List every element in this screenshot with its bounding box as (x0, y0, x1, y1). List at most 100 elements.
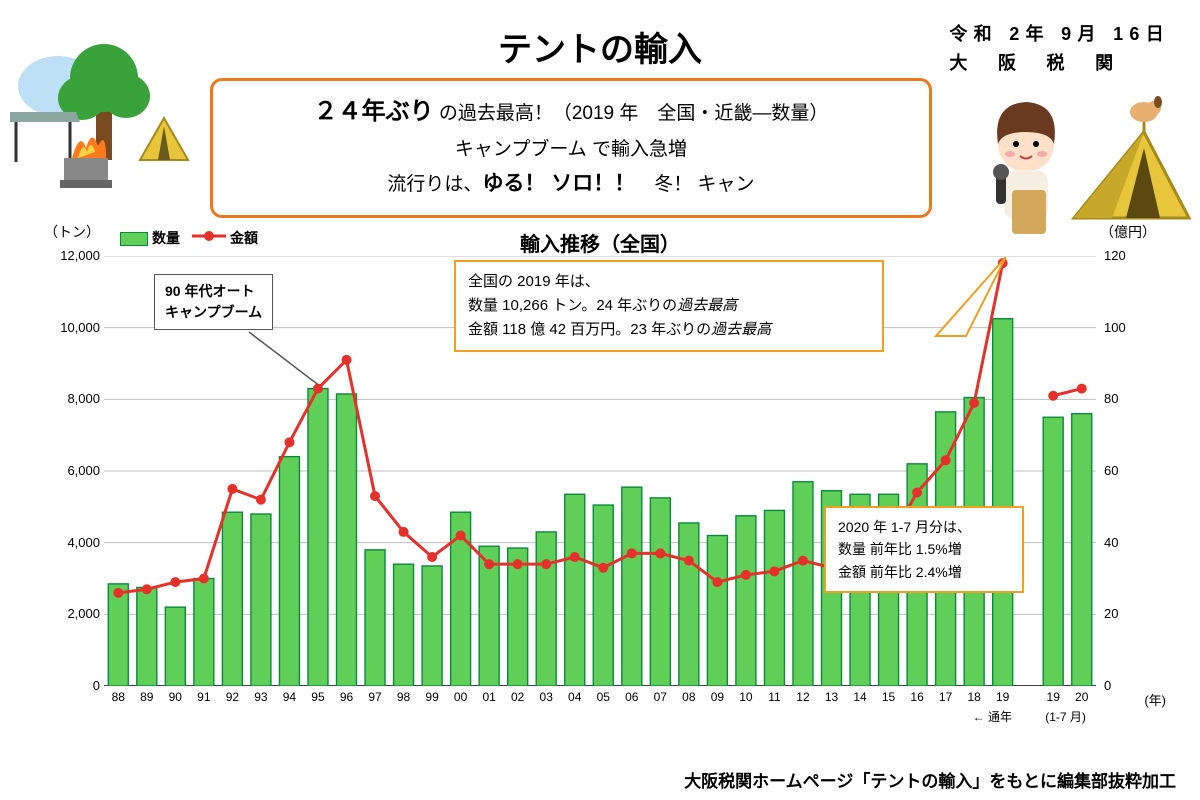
x-tick: 89 (140, 690, 153, 704)
bar (764, 510, 784, 686)
y-tick-left: 12,000 (44, 248, 100, 263)
x-tick: 14 (853, 690, 866, 704)
bar (593, 505, 613, 686)
camping-illustration-icon (10, 30, 220, 200)
date-block: 令和 2年 9月 16日 大 阪 税 関 (949, 20, 1170, 78)
bar (279, 457, 299, 686)
x-sub-full: ← 通年 (973, 708, 1012, 725)
line-marker (627, 548, 637, 558)
callout2-l2a: 数量 10,266 トン。24 年ぶりの (468, 297, 677, 314)
x-tick: 08 (682, 690, 695, 704)
x-tick: 88 (112, 690, 125, 704)
line-marker (456, 531, 466, 541)
line-marker (570, 552, 580, 562)
y-tick-left: 8,000 (44, 391, 100, 406)
bar (622, 487, 642, 686)
callout3-l2: 数量 前年比 1.5%増 (838, 538, 1010, 560)
x-tick: 10 (739, 690, 752, 704)
y-right-label: （億円） (1100, 222, 1156, 242)
y-axis-left: 02,0004,0006,0008,00010,00012,000 (44, 256, 100, 686)
summary-line-3: 流行りは、ゆる！ ソロ！！ 冬！ キャン (229, 166, 913, 203)
line-marker (912, 488, 922, 498)
line-marker (113, 588, 123, 598)
line-marker (969, 398, 979, 408)
x-tick: 97 (368, 690, 381, 704)
bar (679, 523, 699, 686)
callout2-l2: 数量 10,266 トン。24 年ぶりの過去最高 (468, 294, 870, 318)
line-marker (256, 495, 266, 505)
x-tick: 18 (967, 690, 980, 704)
x-tick: 19 (1047, 690, 1060, 704)
legend-bar-swatch-icon (120, 232, 148, 246)
legend-line: 金額 (192, 228, 258, 248)
x-tick: 04 (568, 690, 581, 704)
bar (422, 566, 442, 686)
x-tick: 98 (397, 690, 410, 704)
x-tick: 95 (311, 690, 324, 704)
bar (1072, 414, 1092, 686)
y-tick-right: 60 (1104, 463, 1156, 478)
callout-2020-partial: 2020 年 1-7 月分は、 数量 前年比 1.5%増 金額 前年比 2.4%… (824, 506, 1024, 593)
y-left-label: （トン） (44, 222, 100, 242)
page-title: テントの輸入 (498, 22, 702, 71)
line-marker (227, 484, 237, 494)
y-tick-right: 40 (1104, 535, 1156, 550)
x-tick: 09 (711, 690, 724, 704)
line-marker (284, 437, 294, 447)
line-marker (513, 559, 523, 569)
callout1-l2: キャンプブーム (165, 302, 262, 323)
y-tick-right: 20 (1104, 606, 1156, 621)
y-axis-right: 020406080100120 (1104, 256, 1156, 686)
bar (137, 587, 157, 686)
x-tick: 17 (939, 690, 952, 704)
bar (793, 482, 813, 686)
callout3-l3: 金額 前年比 2.4%増 (838, 561, 1010, 583)
x-tick: 94 (283, 690, 296, 704)
bar (736, 516, 756, 686)
x-year-label: (年) (1144, 690, 1166, 709)
x-tick: 07 (654, 690, 667, 704)
line-marker (941, 455, 951, 465)
legend-line-swatch-icon (192, 229, 226, 243)
line-marker (1048, 391, 1058, 401)
line-marker (541, 559, 551, 569)
y-tick-left: 4,000 (44, 535, 100, 550)
line-marker (427, 552, 437, 562)
callout-90s-boom: 90 年代オート キャンプブーム (154, 274, 273, 330)
callout3-l1: 2020 年 1-7 月分は、 (838, 516, 1010, 538)
line-marker (712, 577, 722, 587)
y-tick-right: 80 (1104, 391, 1156, 406)
date-line-2: 大 阪 税 関 (949, 49, 1170, 78)
summary-line-2: キャンプブーム で輸入急増 (229, 133, 913, 166)
bar (308, 389, 328, 686)
line-marker (142, 584, 152, 594)
callout2-l3: 金額 118 億 42 百万円。23 年ぶりの過去最高 (468, 318, 870, 342)
line-marker (313, 384, 323, 394)
x-tick: 15 (882, 690, 895, 704)
callout2-l1: 全国の 2019 年は、 (468, 270, 870, 294)
summary-big: ２４年ぶり (314, 98, 434, 125)
bar (565, 494, 585, 686)
x-tick: 96 (340, 690, 353, 704)
date-line-1: 令和 2年 9月 16日 (949, 20, 1170, 49)
bar (394, 564, 414, 686)
y-tick-right: 120 (1104, 248, 1156, 263)
x-tick: 20 (1075, 690, 1088, 704)
x-tick: 12 (796, 690, 809, 704)
x-sub-partial: (1-7 月) (1045, 708, 1086, 725)
summary-box: ２４年ぶり の過去最高！（2019 年 全国・近畿―数量） キャンプブーム で輸… (210, 78, 932, 218)
x-tick: 91 (197, 690, 210, 704)
x-tick: 93 (254, 690, 267, 704)
line-marker (484, 559, 494, 569)
bar (536, 532, 556, 686)
summary-3b: ゆる！ ソロ！！ (482, 172, 635, 195)
line-marker (684, 556, 694, 566)
x-tick: 90 (169, 690, 182, 704)
line-marker (199, 574, 209, 584)
x-tick: 99 (425, 690, 438, 704)
summary-3a: 流行りは、 (387, 174, 482, 195)
x-tick: 05 (597, 690, 610, 704)
chart-title: 輸入推移（全国） (520, 228, 680, 257)
bar (251, 514, 271, 686)
x-tick: 03 (540, 690, 553, 704)
